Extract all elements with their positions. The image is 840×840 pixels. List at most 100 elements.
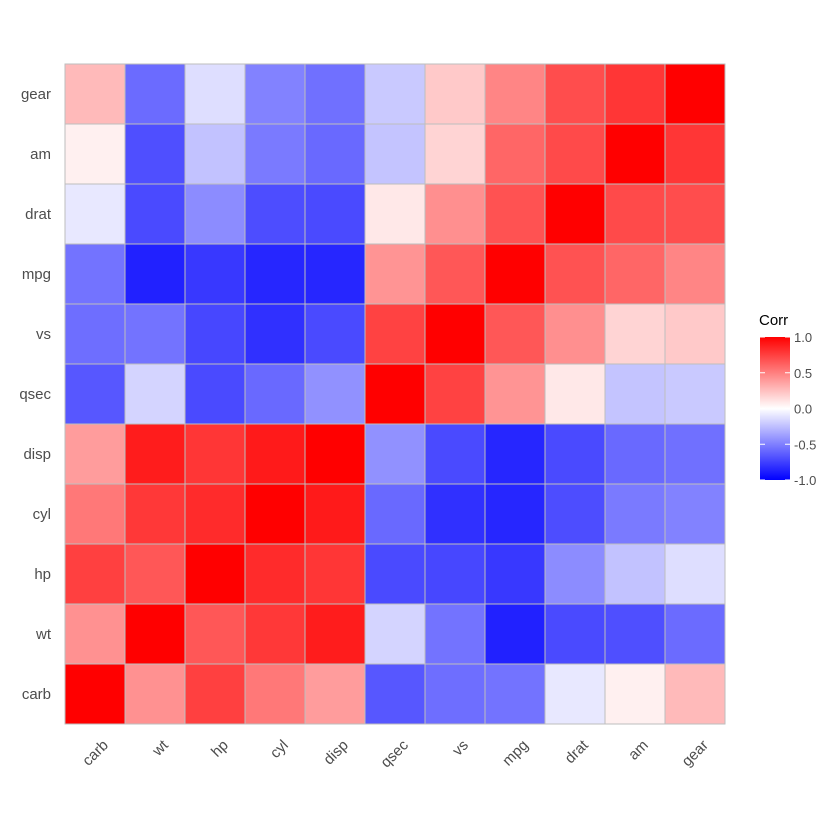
heatmap-cell-hp-qsec <box>364 543 426 605</box>
y-tick-label-cyl: cyl <box>33 506 51 523</box>
heatmap-cell-mpg-hp <box>184 243 246 305</box>
x-tick-label-am: am <box>625 737 652 764</box>
heatmap-cell-am-qsec <box>364 123 426 185</box>
x-tick-label-mpg: mpg <box>499 737 532 770</box>
heatmap-cell-vs-disp <box>304 303 366 365</box>
heatmap-cell-vs-vs <box>424 303 486 365</box>
heatmap-cell-vs-carb <box>64 303 126 365</box>
heatmap-cell-am-hp <box>184 123 246 185</box>
heatmap-cell-qsec-wt <box>124 363 186 425</box>
heatmap-cell-mpg-disp <box>304 243 366 305</box>
heatmap-cell-wt-disp <box>304 603 366 665</box>
heatmap-cell-cyl-carb <box>64 483 126 545</box>
heatmap-cell-carb-disp <box>304 663 366 725</box>
heatmap-cell-disp-drat <box>544 423 606 485</box>
heatmap-cell-disp-cyl <box>244 423 306 485</box>
heatmap-cell-vs-hp <box>184 303 246 365</box>
heatmap-cell-gear-drat <box>544 63 606 125</box>
heatmap-cell-carb-vs <box>424 663 486 725</box>
legend-label: -1.0 <box>794 473 816 488</box>
heatmap-cell-mpg-cyl <box>244 243 306 305</box>
heatmap-cell-drat-carb <box>64 183 126 245</box>
x-tick-label-drat: drat <box>562 736 593 767</box>
heatmap-cell-am-wt <box>124 123 186 185</box>
heatmap-cell-qsec-gear <box>664 363 726 425</box>
heatmap-cell-hp-am <box>604 543 666 605</box>
heatmap-cell-am-gear <box>664 123 726 185</box>
heatmap-cell-cyl-hp <box>184 483 246 545</box>
heatmap-cell-cyl-drat <box>544 483 606 545</box>
heatmap-cell-gear-wt <box>124 63 186 125</box>
heatmap-cell-vs-mpg <box>484 303 546 365</box>
heatmap-cell-qsec-disp <box>304 363 366 425</box>
heatmap-cell-vs-wt <box>124 303 186 365</box>
heatmap-cell-hp-carb <box>64 543 126 605</box>
heatmap-cell-gear-am <box>604 63 666 125</box>
heatmap-cell-wt-cyl <box>244 603 306 665</box>
heatmap-cell-mpg-gear <box>664 243 726 305</box>
y-tick-label-carb: carb <box>22 686 51 703</box>
heatmap-cell-vs-drat <box>544 303 606 365</box>
heatmap-cell-carb-gear <box>664 663 726 725</box>
heatmap-cell-carb-cyl <box>244 663 306 725</box>
heatmap-cell-vs-qsec <box>364 303 426 365</box>
legend-tick-marks <box>760 336 790 481</box>
heatmap-cell-drat-mpg <box>484 183 546 245</box>
legend-label: 0.0 <box>794 402 812 417</box>
heatmap-cell-gear-vs <box>424 63 486 125</box>
y-tick-label-hp: hp <box>34 566 51 583</box>
heatmap-cell-drat-wt <box>124 183 186 245</box>
heatmap-cell-cyl-am <box>604 483 666 545</box>
x-axis-tick-labels: carb wt hp cyl disp qsec vs mpg drat am gear <box>79 736 712 771</box>
heatmap-cell-hp-disp <box>304 543 366 605</box>
heatmap-cell-vs-cyl <box>244 303 306 365</box>
heatmap-cell-disp-disp <box>304 423 366 485</box>
heatmap-cell-disp-hp <box>184 423 246 485</box>
heatmap-cell-qsec-drat <box>544 363 606 425</box>
heatmap-cell-gear-hp <box>184 63 246 125</box>
heatmap-cell-gear-gear <box>664 63 726 125</box>
heatmap-cell-carb-wt <box>124 663 186 725</box>
heatmap-cell-mpg-drat <box>544 243 606 305</box>
x-tick-label-carb: carb <box>79 737 112 770</box>
heatmap-cell-mpg-mpg <box>484 243 546 305</box>
heatmap-cell-hp-cyl <box>244 543 306 605</box>
heatmap-cell-drat-disp <box>304 183 366 245</box>
heatmap-cell-am-carb <box>64 123 126 185</box>
heatmap-cell-mpg-am <box>604 243 666 305</box>
x-tick-label-cyl: cyl <box>267 737 292 762</box>
legend: Corr 1.0 0.5 0.0 -0.5 -1.0 <box>759 312 816 488</box>
heatmap-cell-hp-wt <box>124 543 186 605</box>
y-tick-label-disp: disp <box>23 446 51 463</box>
heatmap-cell-carb-am <box>604 663 666 725</box>
heatmap-cell-cyl-gear <box>664 483 726 545</box>
heatmap-cell-hp-hp <box>184 543 246 605</box>
heatmap-cell-wt-mpg <box>484 603 546 665</box>
heatmap-cell-drat-vs <box>424 183 486 245</box>
heatmap-cell-am-cyl <box>244 123 306 185</box>
heatmap-cell-cyl-mpg <box>484 483 546 545</box>
heatmap-cell-gear-qsec <box>364 63 426 125</box>
heatmap-cell-cyl-qsec <box>364 483 426 545</box>
heatmap-cell-drat-qsec <box>364 183 426 245</box>
y-tick-label-mpg: mpg <box>22 266 51 283</box>
heatmap-cell-mpg-carb <box>64 243 126 305</box>
heatmap-cell-drat-hp <box>184 183 246 245</box>
heatmap-cell-cyl-cyl <box>244 483 306 545</box>
legend-tick-labels: 1.0 0.5 0.0 -0.5 -1.0 <box>794 330 816 488</box>
heatmap-cell-mpg-wt <box>124 243 186 305</box>
y-tick-label-vs: vs <box>36 326 51 343</box>
heatmap-cell-gear-mpg <box>484 63 546 125</box>
x-tick-label-hp: hp <box>208 737 232 761</box>
y-tick-label-qsec: qsec <box>19 386 51 403</box>
y-tick-label-drat: drat <box>25 206 52 223</box>
heatmap-tiles <box>64 63 726 725</box>
heatmap-cell-am-vs <box>424 123 486 185</box>
heatmap-cell-carb-mpg <box>484 663 546 725</box>
x-tick-label-qsec: qsec <box>377 736 412 771</box>
heatmap-cell-disp-carb <box>64 423 126 485</box>
heatmap-cell-gear-cyl <box>244 63 306 125</box>
y-axis-tick-labels: carb wt hp cyl disp qsec vs mpg drat am gear <box>19 86 52 703</box>
heatmap-cell-wt-qsec <box>364 603 426 665</box>
